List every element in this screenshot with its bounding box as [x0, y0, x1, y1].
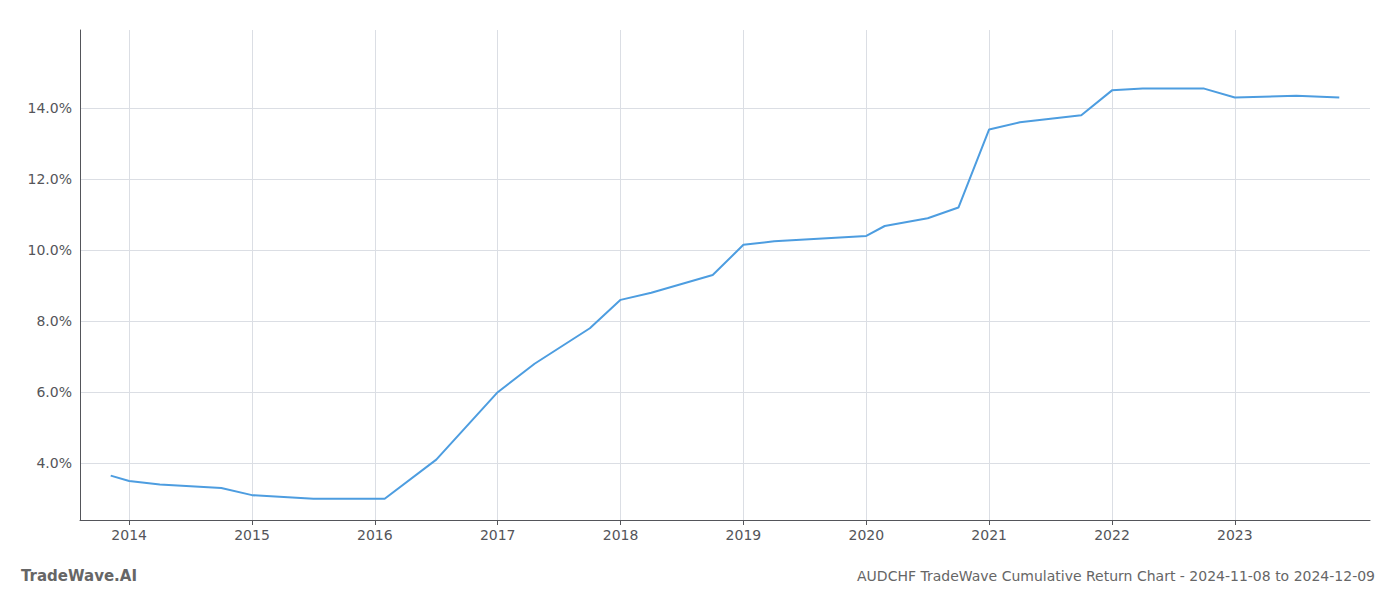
svg-text:2014: 2014 [111, 527, 147, 543]
svg-text:12.0%: 12.0% [28, 171, 72, 187]
svg-text:6.0%: 6.0% [36, 384, 72, 400]
svg-text:14.0%: 14.0% [28, 100, 72, 116]
svg-text:2015: 2015 [234, 527, 270, 543]
svg-text:2017: 2017 [480, 527, 516, 543]
svg-text:TradeWave.AI: TradeWave.AI [21, 567, 137, 585]
svg-text:2018: 2018 [603, 527, 639, 543]
svg-text:8.0%: 8.0% [36, 313, 72, 329]
svg-text:10.0%: 10.0% [28, 242, 72, 258]
svg-text:2019: 2019 [726, 527, 762, 543]
svg-text:AUDCHF TradeWave Cumulative Re: AUDCHF TradeWave Cumulative Return Chart… [857, 568, 1375, 584]
svg-text:2022: 2022 [1094, 527, 1130, 543]
svg-text:2016: 2016 [357, 527, 393, 543]
svg-text:4.0%: 4.0% [36, 455, 72, 471]
svg-text:2020: 2020 [848, 527, 884, 543]
svg-text:2021: 2021 [971, 527, 1007, 543]
svg-text:2023: 2023 [1217, 527, 1253, 543]
